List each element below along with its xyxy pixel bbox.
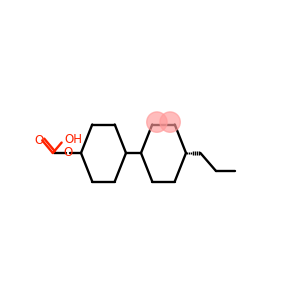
Circle shape xyxy=(160,112,180,132)
Text: OH: OH xyxy=(64,133,82,146)
Circle shape xyxy=(147,112,167,132)
Text: O: O xyxy=(64,146,73,160)
Text: O: O xyxy=(34,134,44,147)
